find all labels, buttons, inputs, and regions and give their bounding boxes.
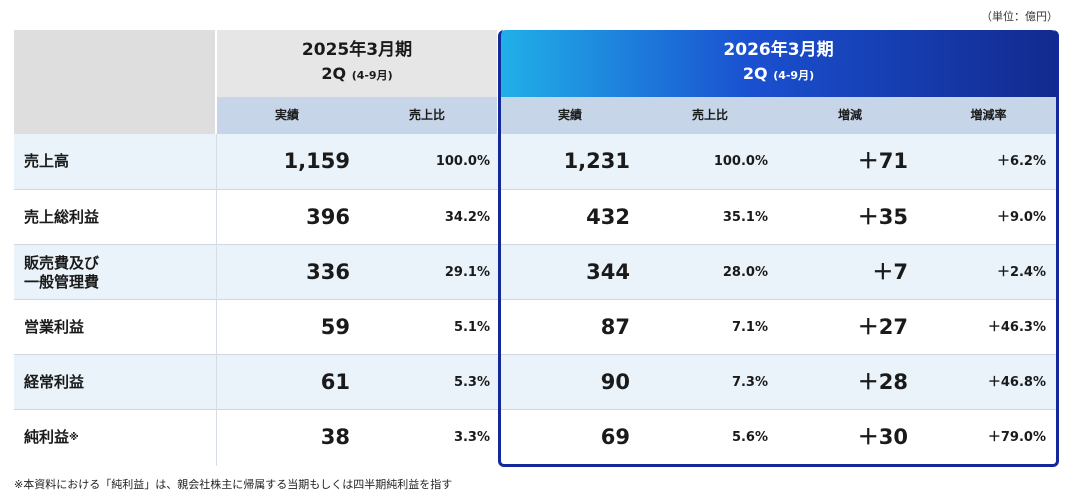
row-label: 販売費及び 一般管理費 bbox=[24, 245, 99, 300]
table-row: 売上総利益 396 34.2% 432 35.1% ＋35 ＋9.0% bbox=[14, 189, 1057, 244]
footnote: ※本資料における「純利益」は、親会社株主に帰属する当期もしくは四半期純利益を指す bbox=[14, 478, 453, 491]
prev-ratio: 5.3% bbox=[453, 375, 490, 390]
change-value: ＋30 bbox=[857, 425, 908, 449]
prev-ratio-header: 売上比 bbox=[408, 108, 445, 122]
prev-actual: 61 bbox=[320, 370, 350, 394]
change-rate-header: 増減率 bbox=[970, 108, 1007, 122]
prev-period-header: 2025年3月期 2Q (4-9月) bbox=[217, 30, 497, 97]
cur-ratio: 7.3% bbox=[731, 375, 768, 390]
cur-ratio-header: 売上比 bbox=[691, 108, 728, 122]
change-value: ＋35 bbox=[857, 205, 908, 229]
change-value: ＋27 bbox=[857, 315, 908, 339]
prev-actual: 1,159 bbox=[283, 149, 350, 173]
row-label-line2: 一般管理費 bbox=[24, 272, 100, 291]
cur-actual: 87 bbox=[600, 315, 630, 339]
prev-period: 2Q bbox=[321, 64, 347, 83]
change-rate-value: ＋2.4% bbox=[996, 265, 1046, 280]
cur-ratio: 7.1% bbox=[731, 320, 768, 335]
prev-actual: 59 bbox=[320, 315, 350, 339]
prev-range: (4-9月) bbox=[351, 69, 393, 82]
row-label: 営業利益 bbox=[24, 318, 85, 336]
table-row: 販売費及び 一般管理費 336 29.1% 344 28.0% ＋7 ＋2.4% bbox=[14, 244, 1057, 299]
table-row: 営業利益 59 5.1% 87 7.1% ＋27 ＋46.3% bbox=[14, 299, 1057, 354]
cur-range: (4-9月) bbox=[773, 69, 815, 82]
table-row: 売上高 1,159 100.0% 1,231 100.0% ＋71 ＋6.2% bbox=[14, 134, 1057, 189]
cur-actual: 1,231 bbox=[563, 149, 630, 173]
prev-year: 2025年3月期 bbox=[301, 40, 413, 60]
cur-ratio: 28.0% bbox=[722, 265, 768, 280]
row-label: 売上総利益 bbox=[24, 208, 100, 226]
row-label-line1: 販売費及び bbox=[24, 253, 100, 272]
cur-actual: 90 bbox=[600, 370, 630, 394]
change-rate-value: ＋6.2% bbox=[996, 154, 1046, 169]
cur-ratio: 5.6% bbox=[731, 430, 768, 445]
change-value: ＋71 bbox=[857, 149, 908, 173]
table-row: 経常利益 61 5.3% 90 7.3% ＋28 ＋46.8% bbox=[14, 354, 1057, 409]
row-label: 経常利益 bbox=[24, 373, 85, 391]
change-value: ＋7 bbox=[872, 260, 908, 284]
cur-year: 2026年3月期 bbox=[723, 40, 834, 60]
change-rate-value: ＋9.0% bbox=[996, 210, 1046, 225]
cur-actual: 344 bbox=[586, 260, 630, 284]
prev-actual: 38 bbox=[320, 425, 350, 449]
change-rate-value: ＋46.8% bbox=[987, 375, 1046, 390]
row-label: 売上高 bbox=[24, 152, 70, 170]
row-label: 純利益 bbox=[24, 428, 70, 446]
cur-actual: 432 bbox=[586, 205, 630, 229]
prev-actual: 336 bbox=[306, 260, 350, 284]
cur-subheader: 実績 売上比 増減 増減率 bbox=[500, 97, 1057, 134]
cur-actual: 69 bbox=[600, 425, 630, 449]
cur-ratio: 35.1% bbox=[722, 210, 768, 225]
prev-ratio: 34.2% bbox=[444, 210, 490, 225]
prev-ratio: 3.3% bbox=[453, 430, 490, 445]
prev-actual: 396 bbox=[306, 205, 350, 229]
change-value: ＋28 bbox=[857, 370, 908, 394]
unit-note: （単位：億円） bbox=[981, 10, 1058, 23]
change-rate-value: ＋46.3% bbox=[987, 320, 1046, 335]
change-rate-value: ＋79.0% bbox=[987, 430, 1046, 445]
column-divider bbox=[216, 134, 217, 466]
cur-period: 2Q bbox=[742, 64, 768, 83]
prev-ratio: 29.1% bbox=[444, 265, 490, 280]
change-header: 増減 bbox=[837, 108, 862, 122]
cur-period-header: 2026年3月期 2Q (4-9月) bbox=[500, 30, 1057, 97]
prev-ratio: 5.1% bbox=[453, 320, 490, 335]
cur-ratio: 100.0% bbox=[713, 154, 768, 169]
prev-actual-header: 実績 bbox=[274, 108, 299, 122]
cur-actual-header: 実績 bbox=[557, 108, 582, 122]
table-row: 純利益 ※ 38 3.3% 69 5.6% ＋30 ＋79.0% bbox=[14, 409, 1057, 466]
prev-ratio: 100.0% bbox=[435, 154, 490, 169]
row-label-header bbox=[14, 30, 215, 134]
prev-subheader: 実績 売上比 bbox=[217, 97, 497, 134]
